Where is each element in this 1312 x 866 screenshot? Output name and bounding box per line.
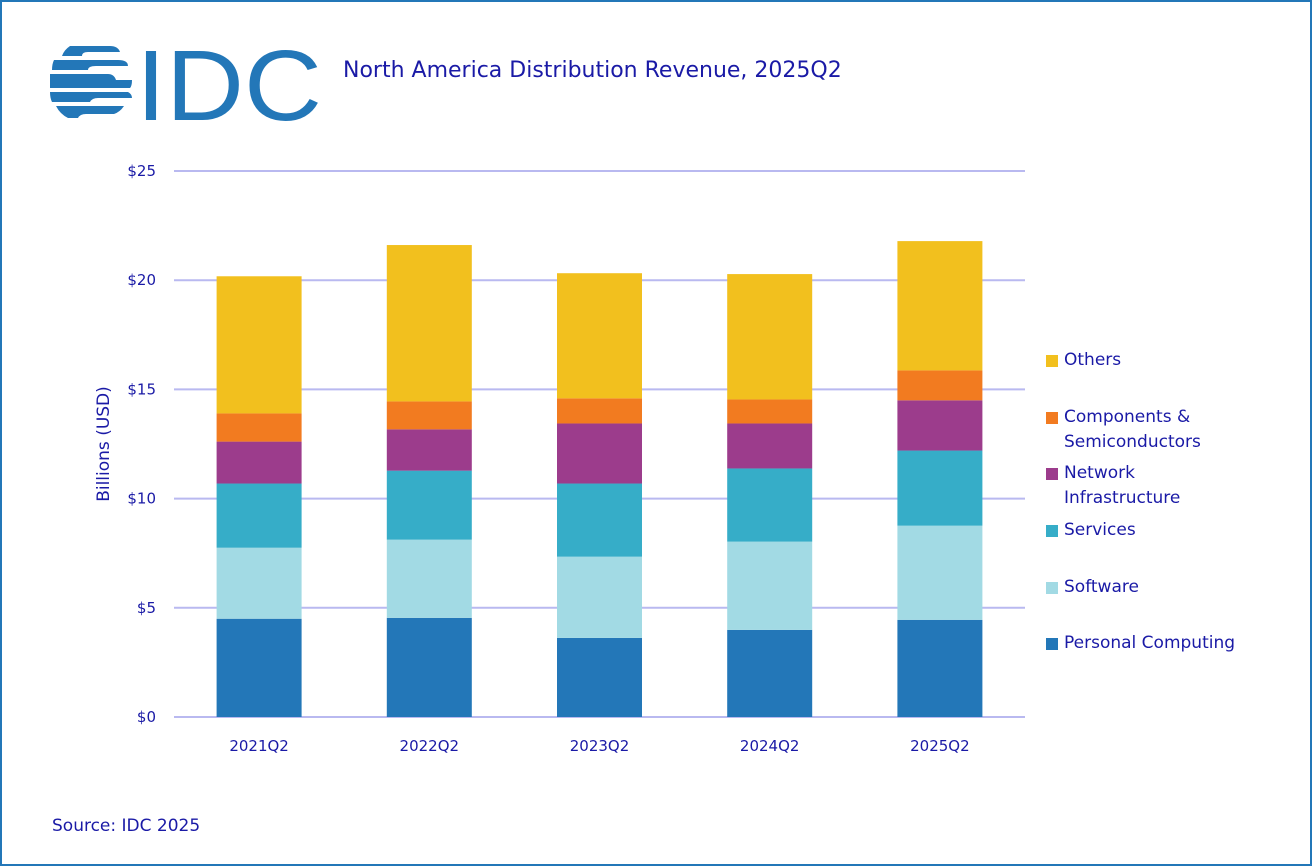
chart-title: North America Distribution Revenue, 2025…: [343, 58, 842, 83]
bar-segment-services: [897, 450, 983, 526]
bar-segment-network-infrastructure: [386, 429, 472, 471]
y-tick-label: $20: [127, 271, 156, 289]
y-tick-label: $10: [127, 490, 156, 508]
bar-segment-others: [557, 273, 642, 399]
x-tick-label: 2024Q2: [740, 737, 800, 755]
bar-segment-personal-computing: [727, 629, 813, 717]
bar-segment-personal-computing: [386, 617, 472, 717]
bar-segment-network-infrastructure: [216, 441, 302, 484]
legend-label: Network Infrastructure: [1064, 463, 1181, 508]
bar-segment-components-semiconductors: [386, 401, 472, 430]
x-tick-label: 2025Q2: [910, 737, 970, 755]
bar-segment-services: [557, 483, 642, 557]
bar-stack-2025Q2: [897, 241, 983, 717]
y-tick-label: $5: [137, 599, 156, 617]
legend-swatch: [1046, 525, 1058, 537]
bar-segment-software: [216, 547, 302, 619]
x-tick-labels: 2021Q2 2022Q2 2023Q2 2024Q2 2025Q2: [229, 737, 969, 755]
bar-segment-services: [727, 468, 813, 542]
legend-swatch: [1046, 412, 1058, 424]
bar-segment-others: [897, 241, 983, 371]
legend-label: Others: [1064, 350, 1122, 370]
x-tick-label: 2022Q2: [400, 737, 460, 755]
bar-segment-personal-computing: [216, 618, 302, 717]
bar-stack-2023Q2: [557, 273, 642, 717]
bar-segment-components-semiconductors: [897, 370, 983, 401]
bar-segment-components-semiconductors: [557, 398, 642, 424]
bar-segment-software: [386, 539, 472, 618]
bar-segment-components-semiconductors: [216, 413, 302, 442]
bar-stack-2021Q2: [216, 276, 302, 717]
x-tick-label: 2021Q2: [229, 737, 289, 755]
bar-segment-personal-computing: [897, 619, 983, 717]
bar-segment-services: [216, 483, 302, 548]
legend-label: Software: [1064, 577, 1139, 597]
legend-swatch: [1046, 468, 1058, 480]
legend-swatch: [1046, 582, 1058, 594]
legend-label: Components & Semiconductors: [1064, 407, 1201, 452]
y-tick-label: $0: [137, 708, 156, 726]
bar-segment-others: [727, 274, 813, 400]
legend-swatch: [1046, 355, 1058, 367]
legend-label: Personal Computing: [1064, 633, 1236, 653]
bar-segment-software: [897, 525, 983, 620]
bar-segment-components-semiconductors: [727, 399, 813, 424]
bar-segment-personal-computing: [557, 637, 642, 717]
legend-swatch: [1046, 638, 1058, 650]
bar-segment-network-infrastructure: [727, 423, 813, 469]
source-note: Source: IDC 2025: [52, 816, 201, 836]
bar-segment-services: [386, 470, 472, 540]
bar-stack-2024Q2: [727, 274, 813, 717]
bar-segment-network-infrastructure: [557, 423, 642, 484]
bars: [216, 241, 983, 717]
bar-segment-network-infrastructure: [897, 400, 983, 451]
bar-segment-others: [216, 276, 302, 414]
y-tick-label: $25: [127, 162, 156, 180]
bar-stack-2022Q2: [386, 245, 472, 717]
y-tick-labels: $0 $5 $10 $15 $20 $25: [127, 162, 156, 726]
globe-stripes-icon: [50, 46, 132, 118]
legend-label: Services: [1064, 520, 1136, 540]
x-tick-label: 2023Q2: [570, 737, 630, 755]
bar-segment-software: [557, 556, 642, 638]
bar-segment-others: [386, 245, 472, 402]
bar-segment-software: [727, 541, 813, 630]
idc-logo: IDC: [48, 30, 328, 142]
y-tick-label: $15: [127, 380, 156, 398]
